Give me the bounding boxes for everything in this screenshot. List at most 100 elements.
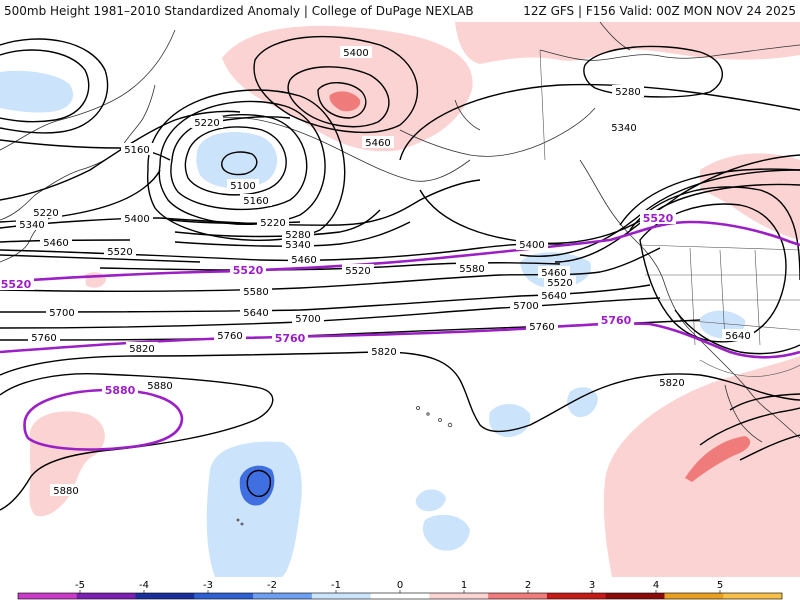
contour-5880-sw	[729, 393, 800, 411]
contour-label: 5760	[217, 331, 242, 342]
contour-5460-mid	[0, 243, 571, 262]
contour-5640-sw	[639, 203, 787, 343]
contour-label: 5460	[365, 138, 390, 149]
colorbar-tick-label: -1	[331, 580, 341, 591]
contour-5340-mid	[174, 221, 411, 247]
contour-5760-purple	[0, 322, 800, 359]
colorbar-swatches	[17, 592, 783, 600]
contour-nw-closed	[0, 49, 90, 123]
contour-label: 5460	[43, 238, 68, 249]
colorbar-swatch	[605, 593, 665, 599]
contour-5340-ne	[399, 83, 800, 161]
contour-label: 5340	[285, 240, 310, 251]
anomaly-negative-nw-corner	[0, 70, 74, 113]
contour-label: 5220	[260, 218, 285, 229]
coastlines	[0, 22, 800, 443]
contour-5640-sw-3	[619, 168, 800, 226]
contour-5520-a	[0, 254, 201, 263]
chart-title: 500mb Height 1981–2010 Standardized Anom…	[4, 4, 474, 18]
colorbar-swatch	[370, 593, 430, 599]
contour-5160-closed	[184, 126, 287, 196]
colorbar-swatch	[135, 593, 195, 599]
contour-label: 5820	[659, 378, 684, 389]
contour-label: 5340	[19, 220, 44, 231]
anomaly-positive-gulf-alaska	[222, 25, 473, 152]
contour-label: 5760	[529, 322, 554, 333]
colorbar-legend: -5 -4 -3 -2 -1 0 1 2 3 4 5	[17, 580, 783, 600]
colorbar-tick-label: 4	[653, 580, 659, 591]
contour-label-purple: 5520	[233, 264, 264, 277]
anomaly-shading	[0, 22, 800, 577]
contour-label: 5160	[124, 145, 149, 156]
colorbar-swatch	[429, 593, 489, 599]
contour-5340-c	[146, 89, 346, 242]
contour-label: 5340	[611, 123, 636, 134]
contour-label: 5700	[295, 314, 320, 325]
anomaly-positive-west-coast	[700, 153, 800, 240]
contour-5400-alaska-inner	[317, 82, 367, 119]
contour-label: 5520	[547, 278, 572, 289]
height-contours	[0, 35, 800, 511]
anomaly-negative-pacific-small-c	[415, 489, 446, 512]
contour-label: 5220	[33, 208, 58, 219]
contour-5280-mid	[174, 209, 381, 238]
colorbar-tick-label: 2	[525, 580, 531, 591]
contour-label: 5640	[725, 331, 750, 342]
contour-label-purple: 5760	[601, 314, 632, 327]
contour-5520-mid	[99, 261, 561, 271]
colorbar-tick-label: 1	[461, 580, 467, 591]
contour-label: 5520	[345, 266, 370, 277]
contour-5460-ring	[287, 66, 390, 128]
anomaly-positive-subtropical-west	[29, 411, 105, 517]
colorbar-tick-label: 3	[589, 580, 595, 591]
contour-label: 5520	[107, 247, 132, 258]
contour-5700	[0, 297, 661, 329]
contour-label: 5460	[291, 255, 316, 266]
colorbar-tick-label: -2	[267, 580, 277, 591]
contour-label: 5640	[243, 308, 268, 319]
valid-time-label: 12Z GFS | F156 Valid: 00Z MON NOV 24 202…	[523, 4, 796, 18]
colorbar-swatch	[194, 593, 254, 599]
contour-label: 5880	[147, 381, 172, 392]
contour-label: 5280	[285, 230, 310, 241]
contour-label: 5280	[615, 87, 640, 98]
contour-label-purple: 5520	[643, 212, 674, 225]
colorbar-swatch	[488, 593, 548, 599]
anomaly-negative-west-pacific-low	[196, 132, 278, 189]
anomaly-negative-pacific-small-d	[422, 514, 470, 551]
contour-label: 5760	[31, 333, 56, 344]
contour-5880-sw-2	[699, 407, 800, 446]
colorbar-swatch	[253, 593, 313, 599]
colorbar-swatch	[723, 593, 783, 599]
contour-5280-b	[158, 100, 326, 226]
anomaly-positive-mexico-core	[685, 436, 751, 482]
colorbar-swatch	[664, 593, 724, 599]
contour-label: 5400	[343, 48, 368, 59]
contour-5760-sw	[674, 309, 800, 355]
contour-label: 5220	[194, 118, 219, 129]
colorbar-tick-label: 0	[397, 580, 403, 591]
colorbar-tick-label: -3	[203, 580, 213, 591]
contour-label: 5400	[519, 240, 544, 251]
contour-5880-sw-3	[739, 434, 800, 461]
contour-5220-b	[170, 114, 308, 211]
contour-label-purple: 5520	[1, 278, 32, 291]
contour-closed-central	[246, 469, 272, 497]
contour-5400-ring	[253, 35, 419, 134]
contour-5640	[0, 284, 651, 313]
colorbar-tick-label: -5	[75, 580, 85, 591]
contour-labels: 5400 5460 5220 5160 5100 5160 5280 5340 …	[16, 46, 754, 497]
contour-label: 5820	[371, 347, 396, 358]
contour-5820	[0, 351, 800, 433]
contour-5580	[0, 247, 661, 293]
contour-label: 5160	[243, 196, 268, 207]
contour-label: 5460	[541, 268, 566, 279]
colorbar-swatch	[18, 593, 78, 599]
anomaly-negative-central-pacific	[206, 441, 302, 577]
contour-label: 5820	[129, 344, 154, 355]
contour-label-purple: 5880	[105, 384, 136, 397]
contour-5880-black	[0, 373, 274, 511]
political-borders	[539, 49, 800, 377]
contour-label: 5880	[53, 486, 78, 497]
